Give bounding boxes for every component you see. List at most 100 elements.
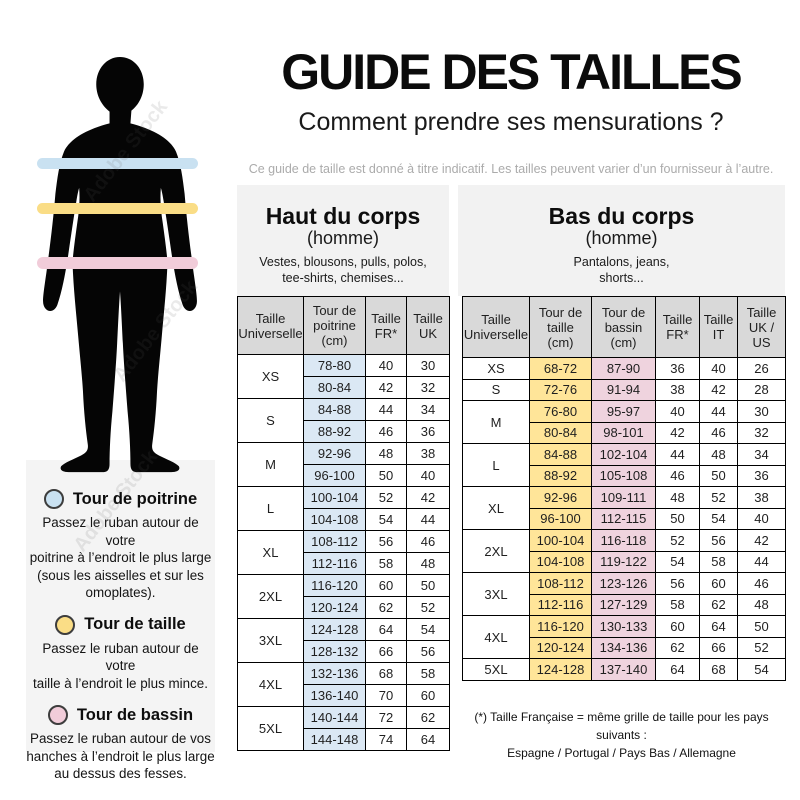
value-cell: 52: [699, 486, 738, 509]
value-cell: 56: [365, 530, 407, 553]
value-cell: 98-101: [591, 421, 656, 444]
value-cell: 88-92: [529, 464, 592, 487]
value-cell: 64: [655, 658, 700, 681]
legend-description: Passez le ruban autour de votre poitrine…: [29, 515, 212, 600]
value-cell: 46: [655, 464, 700, 487]
value-cell: 62: [655, 636, 700, 659]
value-cell: 42: [406, 486, 450, 509]
section-garment-list: Pantalons, jeans, shorts...: [573, 255, 670, 285]
column-header: Tour de bassin (cm): [591, 296, 656, 358]
value-cell: 116-120: [303, 574, 366, 597]
legend-description: Passez le ruban autour de votre taille à…: [33, 640, 208, 691]
value-cell: 58: [655, 593, 700, 616]
column-header: Taille IT: [699, 296, 738, 358]
table-row: 5XL 124-128 137-140 64 68 54: [462, 658, 786, 681]
value-cell: 64: [699, 615, 738, 638]
value-cell: 46: [406, 530, 450, 553]
value-cell: 91-94: [591, 378, 656, 401]
section-title: Haut du corps: [265, 203, 421, 229]
legend-item-taille: Tour de taille Passez le ruban autour de…: [26, 614, 215, 693]
value-cell: 80-84: [529, 421, 592, 444]
value-cell: 70: [365, 684, 407, 707]
value-cell: 34: [737, 443, 786, 466]
value-cell: 104-108: [303, 508, 366, 531]
value-cell: 76-80: [529, 400, 592, 423]
value-cell: 40: [655, 400, 700, 423]
size-cell: 5XL: [462, 658, 530, 681]
table-row: M 76-80 95-97 40 44 30: [462, 400, 786, 444]
size-cell: 2XL: [462, 529, 530, 573]
table-row: 80-84 98-101 42 46 32: [463, 421, 786, 444]
value-cell: 42: [737, 529, 786, 552]
value-cell: 100-104: [303, 486, 366, 509]
table-row: XL 108-112 56 46: [237, 530, 450, 575]
value-cell: 40: [365, 354, 407, 377]
size-cell: L: [237, 486, 304, 531]
value-cell: 28: [737, 378, 786, 401]
value-cell: 105-108: [591, 464, 656, 487]
table-row: 144-148 74 64: [238, 728, 450, 751]
value-cell: 137-140: [591, 658, 656, 681]
value-cell: 44: [406, 508, 450, 531]
hips-measure-band: [37, 257, 198, 269]
value-cell: 66: [699, 636, 738, 659]
table-row: 3XL 124-128 64 54: [237, 618, 450, 663]
value-cell: 104-108: [529, 550, 592, 573]
value-cell: 74: [365, 728, 407, 751]
table-row: 88-92 105-108 46 50 36: [463, 464, 786, 487]
value-cell: 123-126: [591, 572, 656, 595]
value-cell: 32: [406, 376, 450, 399]
value-cell: 48: [365, 442, 407, 465]
size-cell: 3XL: [462, 572, 530, 616]
value-cell: 52: [365, 486, 407, 509]
lower-body-section-header: Bas du corps (homme) Pantalons, jeans, s…: [458, 185, 785, 296]
value-cell: 48: [655, 486, 700, 509]
table-row: 2XL 100-104 116-118 52 56 42: [462, 529, 786, 573]
value-cell: 62: [365, 596, 407, 619]
section-subtitle: (homme): [306, 228, 379, 248]
value-cell: 100-104: [529, 529, 592, 552]
value-cell: 46: [365, 420, 407, 443]
column-header: Taille FR*: [655, 296, 700, 358]
value-cell: 54: [655, 550, 700, 573]
value-cell: 46: [699, 421, 738, 444]
column-header: Taille UK / US: [737, 296, 786, 358]
value-cell: 68: [699, 658, 738, 681]
value-cell: 72-76: [529, 378, 592, 401]
value-cell: 88-92: [303, 420, 366, 443]
header-row: Taille Universelle Tour de taille (cm) Tou…: [462, 296, 786, 358]
size-cell: 4XL: [237, 662, 304, 707]
value-cell: 58: [365, 552, 407, 575]
value-cell: 50: [365, 464, 407, 487]
legend-head: Tour de poitrine: [26, 489, 215, 509]
value-cell: 56: [406, 640, 450, 663]
table-row: XL 92-96 109-111 48 52 38: [462, 486, 786, 530]
column-header: Taille Universelle: [237, 296, 304, 355]
upper-body-size-table: Taille Universelle Tour de poitrine (cm) T…: [237, 296, 450, 751]
table-row: S 84-88 44 34: [237, 398, 450, 443]
table-row: L 100-104 52 42: [237, 486, 450, 531]
column-header: Taille UK: [406, 296, 450, 355]
value-cell: 124-128: [529, 658, 592, 681]
size-cell: 2XL: [237, 574, 304, 619]
table-row: L 84-88 102-104 44 48 34: [462, 443, 786, 487]
table-row: 96-100 112-115 50 54 40: [463, 507, 786, 530]
page-title: GUIDE DES TAILLES: [281, 44, 743, 100]
value-cell: 60: [406, 684, 450, 707]
value-cell: 50: [737, 615, 786, 638]
value-cell: 112-116: [529, 593, 592, 616]
value-cell: 130-133: [591, 615, 656, 638]
value-cell: 60: [365, 574, 407, 597]
value-cell: 50: [655, 507, 700, 530]
value-cell: 87-90: [591, 357, 656, 380]
value-cell: 30: [737, 400, 786, 423]
column-header: Taille Universelle: [462, 296, 530, 358]
value-cell: 92-96: [529, 486, 592, 509]
table-row: 112-116 127-129 58 62 48: [463, 593, 786, 616]
size-cell: S: [237, 398, 304, 443]
footnote-line-2: Espagne / Portugal / Pays Bas / Allemagn…: [507, 746, 736, 760]
value-cell: 112-115: [591, 507, 656, 530]
table-row: 3XL 108-112 123-126 56 60 46: [462, 572, 786, 616]
value-cell: 26: [737, 357, 786, 380]
